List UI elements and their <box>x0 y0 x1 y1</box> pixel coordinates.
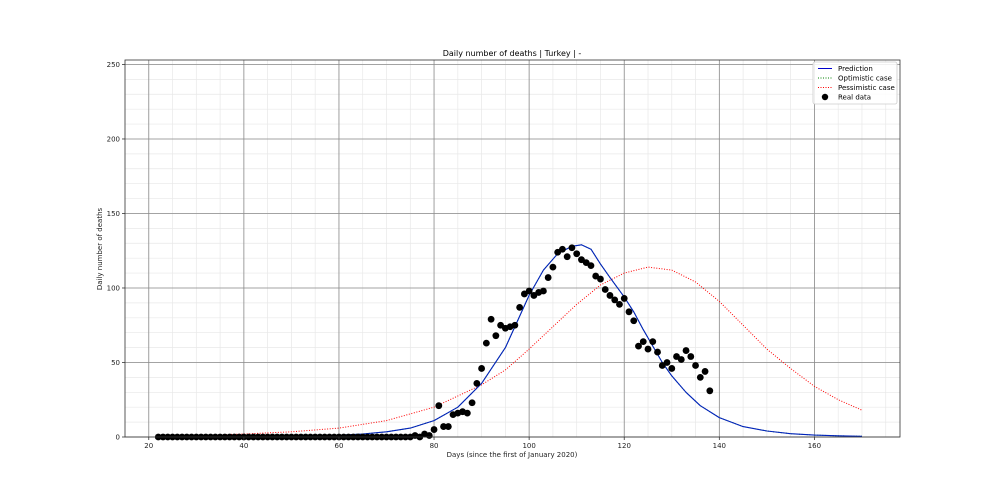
y-tick-label: 200 <box>107 135 120 143</box>
data-point <box>687 353 695 360</box>
data-point <box>425 432 433 439</box>
data-point <box>701 368 709 375</box>
data-point <box>544 274 552 281</box>
data-point <box>559 245 566 253</box>
x-tick-label: 20 <box>144 442 153 450</box>
data-point <box>616 300 623 308</box>
data-point <box>611 296 619 304</box>
y-tick-label: 150 <box>107 210 120 218</box>
data-point <box>563 253 571 261</box>
data-point <box>568 244 576 252</box>
data-point <box>473 379 481 387</box>
data-point <box>478 365 485 372</box>
x-tick-label: 100 <box>522 442 535 450</box>
data-point <box>682 347 690 354</box>
x-axis-ticks: 20 40 60 80 100 120 140 160 <box>144 437 821 450</box>
y-tick-label: 250 <box>107 61 120 69</box>
x-tick-label: 160 <box>808 442 821 450</box>
y-tick-label: 100 <box>107 284 120 292</box>
data-point <box>549 263 557 271</box>
series-optimistic-case-line <box>158 244 863 438</box>
data-point <box>639 338 647 346</box>
data-point <box>597 275 604 283</box>
legend-optimistic-label: Optimistic case <box>838 75 892 83</box>
major-gridlines <box>125 60 900 438</box>
data-point <box>492 332 500 340</box>
x-axis-label: Days (since the first of January 2020) <box>447 451 578 459</box>
y-axis-label: Daily number of deaths <box>96 207 104 290</box>
data-point <box>620 295 628 302</box>
data-point <box>573 250 581 258</box>
data-point <box>444 423 452 430</box>
data-point <box>440 423 447 430</box>
data-point <box>668 365 676 372</box>
data-point <box>511 321 519 329</box>
plot-area <box>154 244 863 441</box>
data-point <box>487 315 495 323</box>
data-point <box>644 345 652 353</box>
data-point <box>654 348 661 356</box>
legend-prediction-label: Prediction <box>838 65 873 73</box>
x-tick-label: 80 <box>430 442 439 450</box>
axes-frame <box>124 59 901 438</box>
series-pessimistic-case-line <box>158 266 863 437</box>
legend-frame <box>812 61 898 105</box>
data-point <box>677 356 685 363</box>
series-prediction-line <box>158 244 863 438</box>
data-point <box>482 339 490 347</box>
x-tick-label: 60 <box>334 442 343 450</box>
x-tick-label: 140 <box>713 442 726 450</box>
y-tick-label: 0 <box>116 434 120 442</box>
legend-real-data-label: Real data <box>838 94 871 102</box>
data-point <box>663 359 671 366</box>
data-point <box>625 308 633 316</box>
data-point <box>516 303 524 311</box>
data-point <box>696 373 704 381</box>
data-point <box>606 292 614 299</box>
data-point <box>649 338 657 346</box>
data-point <box>430 426 438 433</box>
legend-real-data-marker <box>821 93 829 101</box>
data-point <box>692 362 699 369</box>
x-tick-label: 120 <box>618 442 631 450</box>
x-tick-label: 40 <box>239 442 248 450</box>
data-point <box>706 387 714 395</box>
data-point <box>468 399 476 407</box>
data-point <box>435 402 443 410</box>
data-point <box>635 342 642 350</box>
legend-pessimistic-label: Pessimistic case <box>838 84 895 92</box>
data-point <box>630 317 638 325</box>
data-point <box>601 286 609 293</box>
legend: Prediction Optimistic case Pessimistic c… <box>812 61 898 105</box>
chart-title: Daily number of deaths | Turkey | - <box>443 49 582 58</box>
data-point <box>587 262 595 270</box>
data-point <box>540 287 547 295</box>
data-point <box>463 409 471 417</box>
minor-gridlines <box>124 60 900 438</box>
y-tick-label: 50 <box>111 359 120 367</box>
y-axis-ticks: 0 50 100 150 200 250 <box>107 61 125 442</box>
data-point <box>525 287 533 295</box>
